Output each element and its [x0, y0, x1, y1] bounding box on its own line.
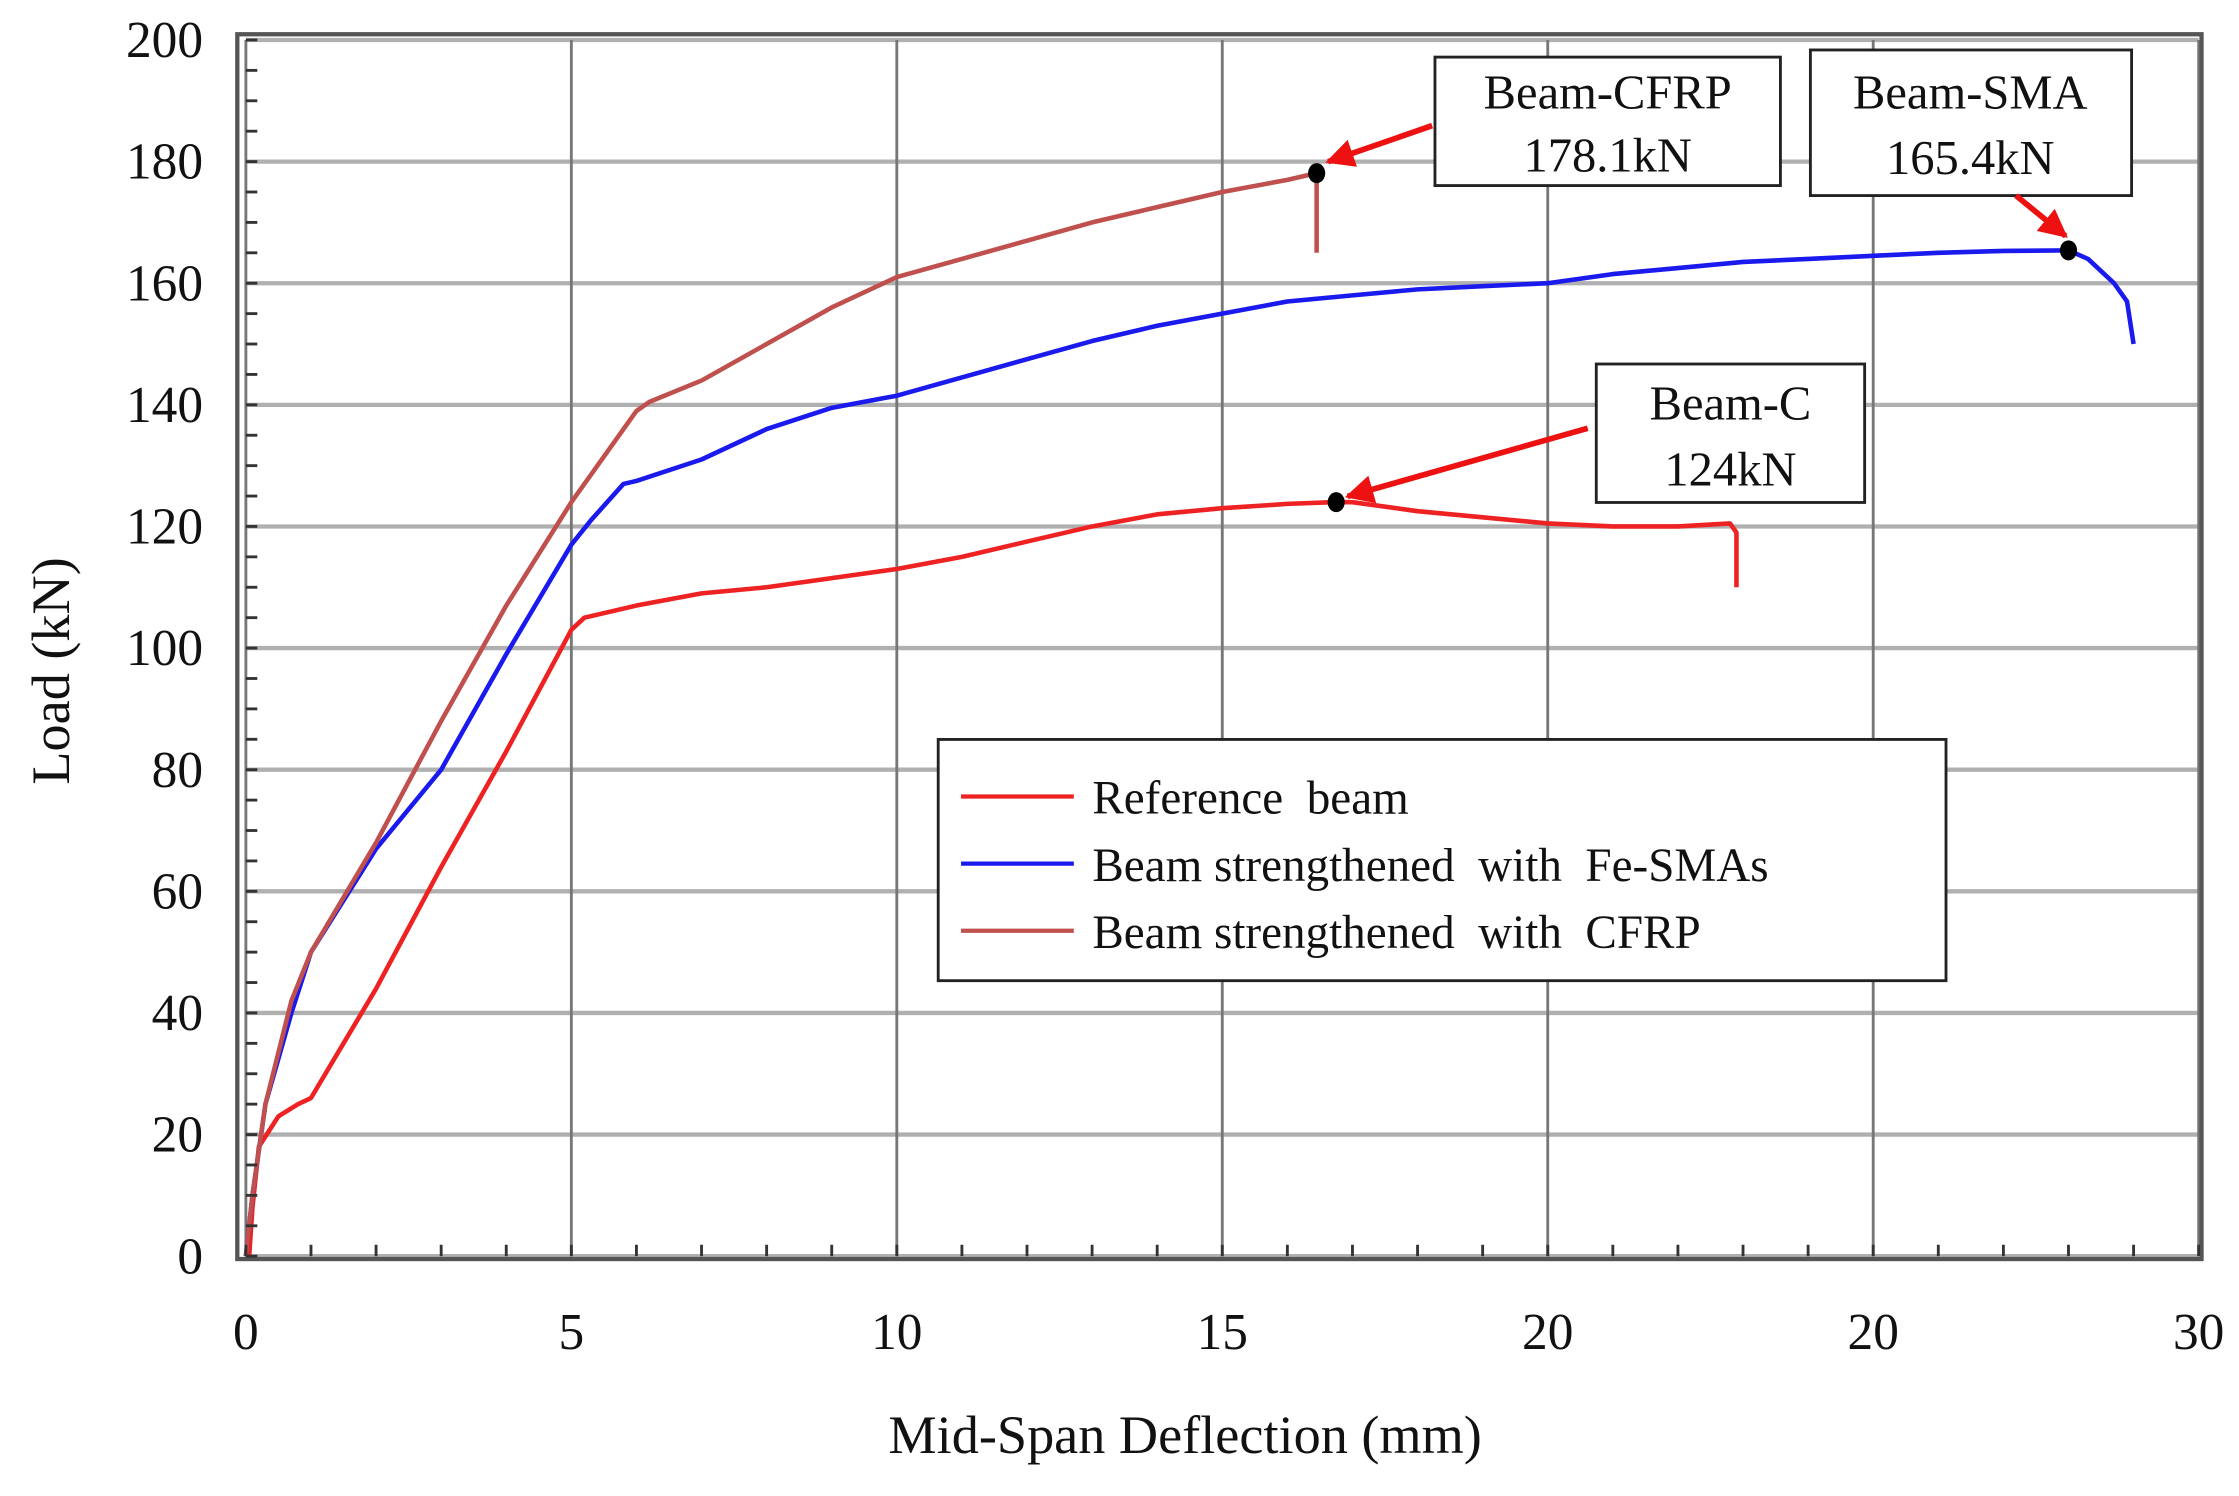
y-tick-label: 200 — [126, 12, 203, 69]
annotation-arrow — [2014, 193, 2068, 239]
y-tick-label: 100 — [126, 620, 203, 677]
annotation-beam-cfrp: Beam-CFRP 178.1kN — [1433, 55, 1782, 187]
y-tick-label: 40 — [152, 985, 203, 1042]
x-tick-label: 30 — [2173, 1304, 2224, 1361]
y-tick-label: 0 — [177, 1228, 203, 1285]
legend-label-reference: Reference beam — [1092, 773, 1408, 825]
x-tick-label: 10 — [871, 1304, 922, 1361]
annotation-value: 178.1kN — [1523, 129, 1691, 182]
annotation-beam-c: Beam-C 124kN — [1594, 362, 1867, 504]
plot-frame — [235, 32, 2204, 1262]
x-axis-label: Mid-Span Deflection (mm) — [888, 1405, 1481, 1465]
annotation-value: 124kN — [1664, 443, 1796, 496]
annotation-arrows — [1325, 122, 2068, 504]
x-tick-label: 0 — [233, 1304, 259, 1361]
x-tick-label: 20 — [1848, 1304, 1899, 1361]
ticks — [244, 38, 2201, 1258]
series-line-2 — [243, 170, 1319, 1257]
y-tick-label: 120 — [126, 499, 203, 556]
annotation-label: Beam-CFRP — [1484, 66, 1732, 119]
annotation-beam-sma: Beam-SMA 165.4kN — [1808, 48, 2134, 197]
annotation-value: 165.4kN — [1886, 132, 2054, 185]
x-tick-label: 15 — [1197, 1304, 1248, 1361]
grid — [244, 37, 2201, 1259]
series-line-1 — [243, 248, 2136, 1257]
legend-label-fe-sma: Beam strengthened with Fe-SMAs — [1092, 840, 1768, 892]
y-tick-label: 60 — [152, 863, 203, 920]
series-lines — [243, 170, 2136, 1257]
y-tick-label: 80 — [152, 742, 203, 799]
peak-marker — [1327, 492, 1345, 513]
peak-marker — [2059, 240, 2078, 261]
y-tick-label: 20 — [152, 1107, 203, 1164]
y-tick-label: 140 — [126, 377, 203, 434]
x-tick-label: 20 — [1522, 1304, 1573, 1361]
legend-label-cfrp: Beam strengthened with CFRP — [1092, 907, 1700, 959]
y-axis-label: Load (kN) — [21, 557, 81, 784]
y-tick-label: 180 — [126, 134, 203, 191]
legend: Reference beam Beam strengthened with Fe… — [936, 738, 1948, 983]
annotation-label: Beam-SMA — [1853, 66, 2087, 119]
x-tick-labels: 0 5 10 15 20 20 30 — [233, 1304, 2224, 1361]
y-tick-labels: 0 20 40 60 80 100 120 140 160 180 200 — [126, 12, 203, 1285]
peak-marker — [1308, 163, 1326, 184]
x-tick-label: 5 — [559, 1304, 585, 1361]
annotation-label: Beam-C — [1650, 378, 1812, 431]
annotation-arrow — [1325, 122, 1434, 167]
y-tick-label: 160 — [126, 255, 203, 312]
peak-markers — [1308, 163, 2078, 513]
series-line-0 — [246, 499, 1739, 1257]
annotation-arrow — [1344, 425, 1589, 504]
